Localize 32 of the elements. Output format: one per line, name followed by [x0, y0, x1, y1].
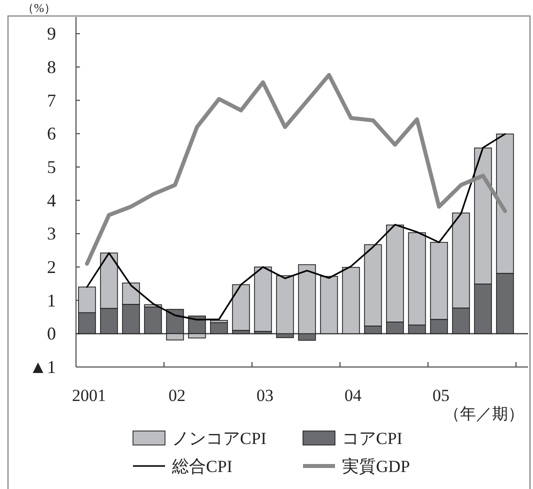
- y-tick-label: 9: [47, 24, 56, 44]
- x-tick-label: 03: [256, 386, 274, 405]
- bar: [254, 266, 272, 332]
- y-tick-label: ▲1: [29, 357, 56, 377]
- y-tick-label: 8: [47, 57, 56, 77]
- x-tick-label: 05: [432, 386, 450, 405]
- line-series: [86, 133, 506, 320]
- bar: [342, 266, 360, 334]
- x-tick-label: 02: [168, 386, 186, 405]
- legend-label: コアCPI: [342, 429, 403, 448]
- bar: [144, 306, 162, 334]
- line-series: [85, 73, 507, 266]
- y-tick-label: 0: [47, 324, 56, 344]
- legend-label: ノンコアCPI: [172, 429, 267, 448]
- x-tick-label: 2001: [72, 386, 106, 405]
- bar: [210, 322, 228, 334]
- bar: [232, 284, 250, 331]
- legend-label: 総合CPI: [171, 457, 233, 476]
- y-axis-title: （%）: [22, 1, 56, 15]
- y-tick-label: 1: [47, 290, 56, 310]
- bar: [276, 275, 294, 334]
- y-tick-label: 5: [47, 157, 56, 177]
- bar: [320, 276, 338, 334]
- y-tick-label: 6: [47, 124, 56, 144]
- y-tick-label: 3: [47, 224, 56, 244]
- x-axis-title: （年／期）: [444, 405, 524, 423]
- x-tick-label: 04: [344, 386, 362, 405]
- y-tick-label: 7: [47, 90, 56, 110]
- bar: [188, 316, 206, 334]
- legend-label: 実質GDP: [342, 457, 410, 476]
- y-tick-label: 4: [47, 190, 56, 210]
- y-tick-label: 2: [47, 257, 56, 277]
